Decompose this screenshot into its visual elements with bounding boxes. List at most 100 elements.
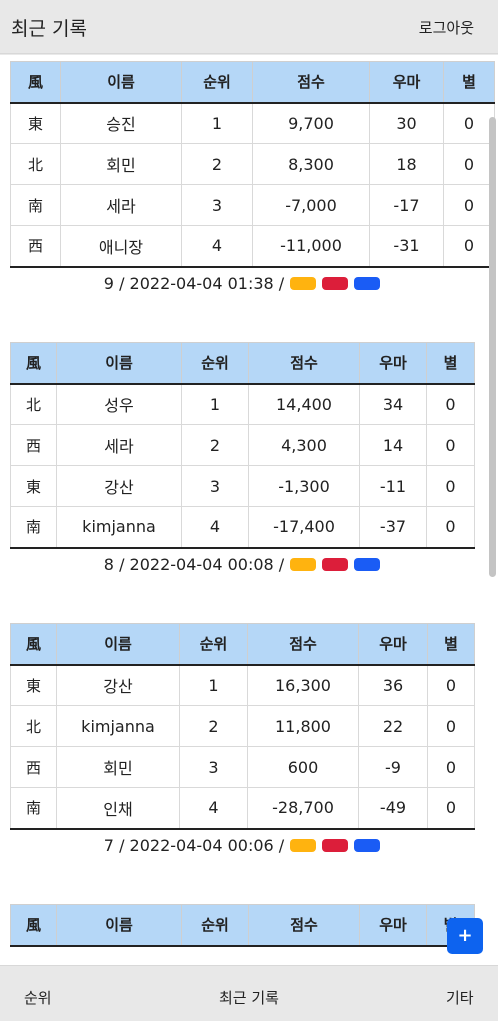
- star-cell: 0: [427, 705, 475, 747]
- star-cell: 0: [427, 746, 475, 788]
- score-table: 風 이름 순위 점수 우마 별: [10, 904, 475, 947]
- rank-cell: 2: [181, 424, 249, 466]
- uma-cell: 34: [359, 383, 427, 425]
- name-cell: kimjanna: [56, 705, 180, 747]
- rank-cell: 2: [181, 143, 253, 185]
- score-table: 風 이름 순위 점수 우마 별 北 성우 1 14,400 34 0 西 세라: [10, 342, 475, 549]
- col-uma: 우마: [369, 61, 444, 104]
- red-tag-icon: [322, 277, 349, 290]
- uma-cell: -37: [359, 506, 427, 549]
- nav-etc[interactable]: 기타: [446, 989, 474, 1007]
- game-info-text: 8 / 2022-04-04 00:08 /: [103, 555, 285, 574]
- blue-tag-icon: [354, 277, 381, 290]
- game-info: 8 / 2022-04-04 00:08 /: [10, 549, 474, 577]
- star-cell: 0: [426, 465, 475, 507]
- name-cell: 세라: [56, 424, 182, 466]
- table-row: 北 kimjanna 2 11,800 22 0: [10, 705, 475, 747]
- game-record: 風 이름 순위 점수 우마 별 東 강산 1 16,300 36 0 北 ki: [10, 623, 475, 858]
- uma-cell: 36: [358, 664, 428, 706]
- game-record: 風 이름 순위 점수 우마 별 北 성우 1 14,400 34 0 西 세라: [10, 342, 475, 577]
- wind-cell: 南: [10, 787, 57, 830]
- col-wind: 風: [10, 904, 57, 947]
- red-tag-icon: [322, 558, 349, 571]
- table-row: 南 인채 4 -28,700 -49 0: [10, 787, 475, 830]
- game-info-text: 7 / 2022-04-04 00:06 /: [103, 836, 285, 855]
- logout-button[interactable]: 로그아웃: [418, 19, 474, 37]
- rank-cell: 3: [181, 184, 253, 226]
- score-cell: 8,300: [252, 143, 370, 185]
- add-record-button[interactable]: +: [447, 918, 483, 954]
- uma-cell: 30: [369, 102, 444, 144]
- rank-cell: 1: [181, 102, 253, 144]
- col-wind: 風: [10, 61, 61, 104]
- wind-cell: 西: [10, 424, 57, 466]
- star-cell: 0: [427, 664, 475, 706]
- game-record: 風 이름 순위 점수 우마 별: [10, 904, 475, 947]
- records-list[interactable]: 風 이름 순위 점수 우마 별 東 승진 1 9,700 30 0 北 회민: [0, 55, 498, 965]
- name-cell: 승진: [60, 102, 182, 144]
- col-rank: 순위: [179, 623, 248, 666]
- name-cell: 강산: [56, 465, 182, 507]
- wind-cell: 東: [10, 465, 57, 507]
- table-row: 南 세라 3 -7,000 -17 0: [10, 184, 495, 226]
- name-cell: 인채: [56, 787, 180, 830]
- wind-cell: 北: [10, 705, 57, 747]
- star-cell: 0: [443, 102, 495, 144]
- blue-tag-icon: [354, 558, 381, 571]
- game-info-text: 9 / 2022-04-04 01:38 /: [103, 274, 285, 293]
- col-score: 점수: [248, 904, 360, 947]
- uma-cell: -11: [359, 465, 427, 507]
- score-cell: -17,400: [248, 506, 360, 549]
- rank-cell: 1: [181, 383, 249, 425]
- col-rank: 순위: [181, 342, 249, 385]
- scrollbar[interactable]: [489, 117, 496, 577]
- table-row: 東 승진 1 9,700 30 0: [10, 102, 495, 144]
- uma-cell: -31: [369, 225, 444, 268]
- col-score: 점수: [247, 623, 359, 666]
- wind-cell: 東: [10, 664, 57, 706]
- score-cell: -1,300: [248, 465, 360, 507]
- blue-tag-icon: [354, 839, 381, 852]
- wind-cell: 西: [10, 225, 61, 268]
- table-row: 北 성우 1 14,400 34 0: [10, 383, 475, 425]
- name-cell: 애니장: [60, 225, 182, 268]
- rank-cell: 4: [179, 787, 248, 830]
- score-cell: 600: [247, 746, 359, 788]
- table-row: 東 강산 3 -1,300 -11 0: [10, 465, 475, 507]
- rank-cell: 4: [181, 506, 249, 549]
- score-cell: 16,300: [247, 664, 359, 706]
- col-name: 이름: [60, 61, 182, 104]
- score-cell: 4,300: [248, 424, 360, 466]
- name-cell: 회민: [60, 143, 182, 185]
- nav-rank[interactable]: 순위: [24, 989, 52, 1007]
- table-row: 西 회민 3 600 -9 0: [10, 746, 475, 788]
- uma-cell: 22: [358, 705, 428, 747]
- table-row: 南 kimjanna 4 -17,400 -37 0: [10, 506, 475, 549]
- uma-cell: -17: [369, 184, 444, 226]
- col-name: 이름: [56, 623, 180, 666]
- nav-recent[interactable]: 최근 기록: [219, 989, 279, 1007]
- rank-cell: 1: [179, 664, 248, 706]
- wind-cell: 南: [10, 184, 61, 226]
- yellow-tag-icon: [290, 839, 317, 852]
- name-cell: 회민: [56, 746, 180, 788]
- score-cell: 11,800: [247, 705, 359, 747]
- wind-cell: 南: [10, 506, 57, 549]
- col-name: 이름: [56, 342, 182, 385]
- rank-cell: 3: [181, 465, 249, 507]
- table-row: 西 애니장 4 -11,000 -31 0: [10, 225, 495, 268]
- col-wind: 風: [10, 623, 57, 666]
- score-table: 風 이름 순위 점수 우마 별 東 강산 1 16,300 36 0 北 ki: [10, 623, 475, 830]
- col-wind: 風: [10, 342, 57, 385]
- score-cell: -7,000: [252, 184, 370, 226]
- name-cell: 세라: [60, 184, 182, 226]
- col-uma: 우마: [359, 342, 427, 385]
- table-row: 東 강산 1 16,300 36 0: [10, 664, 475, 706]
- yellow-tag-icon: [290, 277, 317, 290]
- score-cell: 9,700: [252, 102, 370, 144]
- table-row: 西 세라 2 4,300 14 0: [10, 424, 475, 466]
- col-star: 별: [443, 61, 495, 104]
- yellow-tag-icon: [290, 558, 317, 571]
- star-cell: 0: [443, 184, 495, 226]
- name-cell: 성우: [56, 383, 182, 425]
